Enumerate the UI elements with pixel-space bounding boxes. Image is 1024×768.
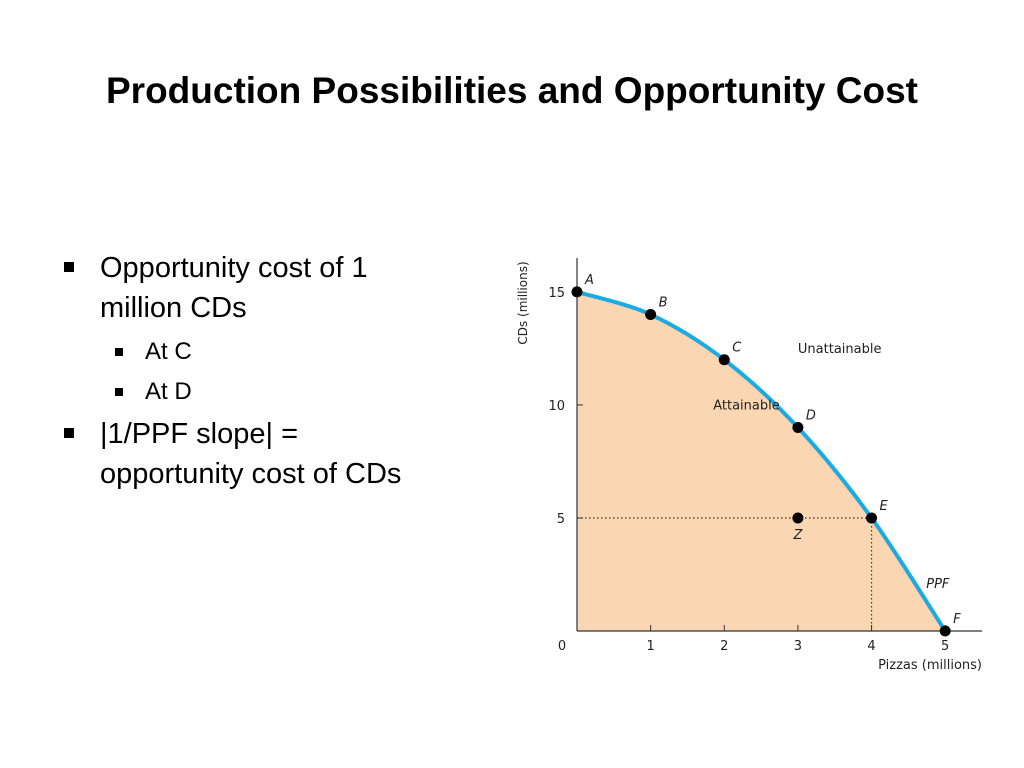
bullet-ppf-slope: |1/PPF slope| = opportunity cost of CDs	[62, 414, 482, 494]
data-point	[571, 286, 583, 298]
x-tick-label: 2	[720, 639, 728, 654]
x-tick-label: 3	[794, 639, 802, 654]
y-tick-label: 10	[548, 399, 565, 414]
y-tick-label: 15	[548, 286, 565, 301]
attainable-label: Attainable	[713, 398, 780, 413]
y-axis-label: CDs (millions)	[516, 261, 530, 344]
bullet-line: Opportunity cost of 1	[100, 252, 368, 284]
data-point	[792, 512, 804, 524]
square-bullet-icon	[64, 262, 74, 272]
sub-bullet-text: At C	[145, 338, 192, 365]
y-tick-label: 5	[557, 512, 565, 527]
point-label: C	[732, 341, 742, 356]
square-bullet-icon	[115, 388, 123, 396]
point-label: A	[584, 273, 594, 288]
square-bullet-icon	[115, 348, 123, 356]
bullet-line: |1/PPF slope| =	[100, 418, 299, 450]
x-tick-label: 5	[941, 639, 949, 654]
bullet-line: opportunity cost of CDs	[100, 458, 402, 490]
x-axis-label: Pizzas (millions)	[878, 658, 982, 673]
point-label: B	[659, 296, 668, 311]
bullet-list: Opportunity cost of 1 million CDs At C A…	[62, 248, 482, 498]
bullet-opportunity-cost: Opportunity cost of 1 million CDs	[62, 248, 482, 328]
point-label: D	[806, 409, 816, 424]
sub-bullet-at-d: At D	[62, 372, 482, 412]
origin-label: 0	[558, 639, 566, 654]
data-point	[718, 354, 730, 366]
data-point	[866, 512, 878, 524]
data-point	[939, 625, 951, 637]
attainable-region	[577, 291, 946, 631]
sub-bullet-text: At D	[145, 378, 192, 405]
unattainable-label: Unattainable	[798, 342, 882, 357]
slide-title: Production Possibilities and Opportunity…	[106, 70, 918, 111]
series-label: PPF	[926, 577, 950, 592]
data-point	[645, 309, 657, 321]
data-point	[792, 422, 804, 434]
point-label: Z	[792, 528, 803, 543]
x-tick-label: 4	[867, 639, 875, 654]
x-tick-label: 1	[646, 639, 654, 654]
point-label: E	[880, 499, 889, 514]
square-bullet-icon	[64, 428, 74, 438]
bullet-line: million CDs	[100, 292, 247, 324]
sub-bullet-at-c: At C	[62, 332, 482, 372]
point-label: F	[953, 612, 961, 627]
ppf-chart: 1 2 3 4 5 5 10 15 0 Pizzas (millions) CDs (million…	[516, 258, 982, 673]
